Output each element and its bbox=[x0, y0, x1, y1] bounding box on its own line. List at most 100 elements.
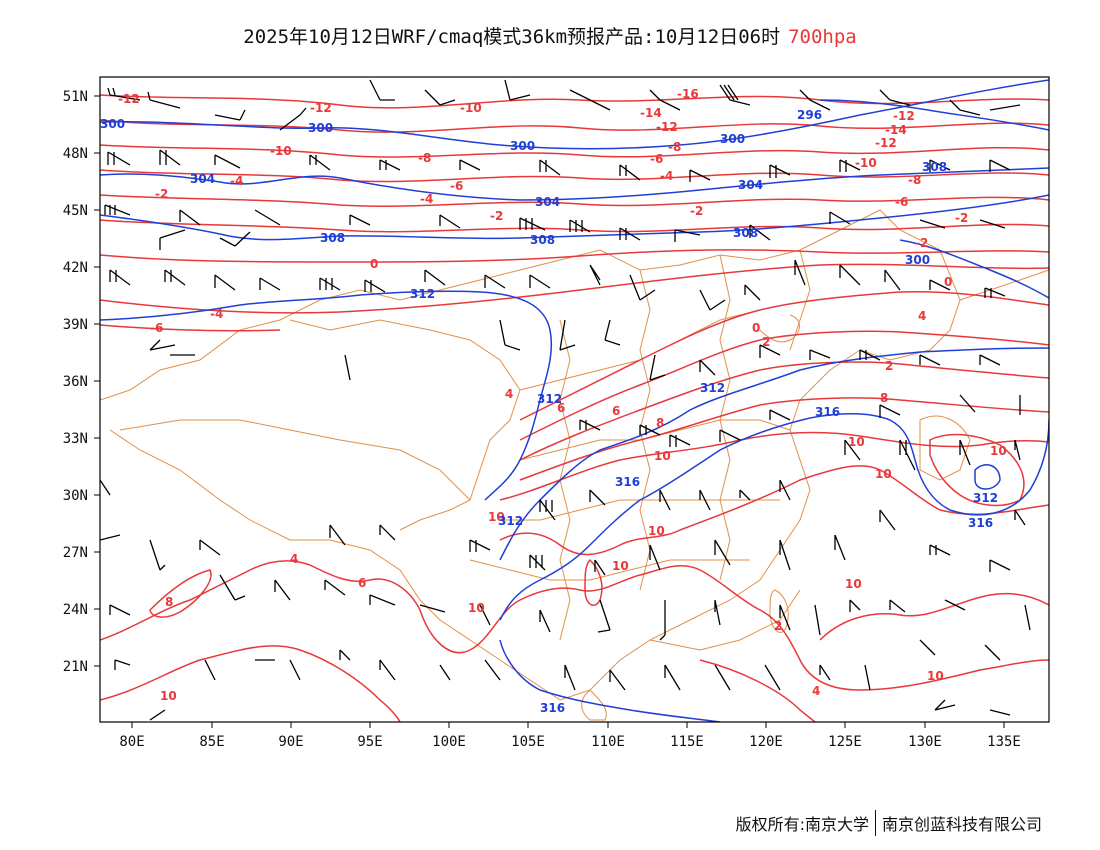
height-label: 308 bbox=[733, 226, 758, 240]
temp-label: -14 bbox=[885, 123, 907, 137]
copyright-company: 南京创蓝科技有限公司 bbox=[881, 815, 1042, 834]
temp-label: -4 bbox=[420, 192, 433, 206]
temp-label: -8 bbox=[418, 151, 431, 165]
lon-label-135e: 135E bbox=[987, 734, 1021, 750]
temp-label: 2 bbox=[774, 619, 782, 633]
temp-label: 4 bbox=[918, 309, 926, 323]
temp-label: 10 bbox=[848, 435, 865, 449]
temp-label: -10 bbox=[270, 144, 292, 158]
temp-label: -4 bbox=[210, 307, 223, 321]
temp-label: -6 bbox=[650, 152, 663, 166]
temp-label: -2 bbox=[915, 236, 928, 250]
height-label: 312 bbox=[498, 514, 523, 528]
height-label: 316 bbox=[540, 701, 565, 715]
lon-label-105e: 105E bbox=[511, 734, 545, 750]
lat-axis bbox=[94, 95, 100, 667]
temp-label: 4 bbox=[812, 684, 820, 698]
title-text: 2025年10月12日WRF/cmaq模式36km预报产品:10月12日06时 bbox=[243, 26, 781, 48]
lat-label-33n: 33N bbox=[63, 431, 88, 447]
temp-label: 10 bbox=[845, 577, 862, 591]
height-label: 304 bbox=[190, 172, 215, 186]
temp-label: -10 bbox=[855, 156, 877, 170]
lon-label-100e: 100E bbox=[432, 734, 466, 750]
temp-label: -6 bbox=[150, 321, 163, 335]
temp-label: 10 bbox=[468, 601, 485, 615]
temperature-labels: -12 -10 -12 -10 -8 -14 -12 -8 -6 -4 -2 0… bbox=[118, 87, 1007, 703]
height-contours bbox=[100, 79, 1049, 722]
height-label: 300 bbox=[905, 253, 930, 267]
lat-label-45n: 45N bbox=[63, 203, 88, 219]
height-label: 316 bbox=[815, 405, 840, 419]
height-label: 316 bbox=[968, 516, 993, 530]
temp-label: -8 bbox=[908, 173, 921, 187]
temp-label: -4 bbox=[660, 169, 673, 183]
temp-label: -12 bbox=[875, 136, 897, 150]
temp-label: -12 bbox=[310, 101, 332, 115]
temp-label: 10 bbox=[160, 689, 177, 703]
wind-barbs bbox=[100, 79, 1031, 721]
temp-label: -4 bbox=[230, 174, 243, 188]
height-label: 304 bbox=[535, 195, 560, 209]
copyright-owner: 版权所有:南京大学 bbox=[735, 815, 869, 834]
temp-label: 6 bbox=[557, 401, 565, 415]
temp-label: -2 bbox=[955, 211, 968, 225]
lat-label-30n: 30N bbox=[63, 488, 88, 504]
temp-label: -14 bbox=[640, 106, 662, 120]
lon-label-80e: 80E bbox=[119, 734, 144, 750]
lon-label-95e: 95E bbox=[357, 734, 382, 750]
lat-label-36n: 36N bbox=[63, 374, 88, 390]
boundary-lines bbox=[100, 209, 1049, 721]
lat-label-24n: 24N bbox=[63, 602, 88, 618]
temperature-contours bbox=[100, 94, 1049, 722]
height-label: 300 bbox=[720, 132, 745, 146]
lon-label-125e: 125E bbox=[828, 734, 862, 750]
temp-label: -16 bbox=[677, 87, 699, 101]
temp-label: 8 bbox=[656, 416, 664, 430]
temp-label: -10 bbox=[460, 101, 482, 115]
lon-labels: 80E 85E 90E 95E 100E 105E 110E 115E 120E… bbox=[119, 734, 1021, 750]
lat-label-51n: 51N bbox=[63, 89, 88, 105]
temp-label: 4 bbox=[290, 552, 298, 566]
temp-label: -6 bbox=[895, 195, 908, 209]
height-label: 304 bbox=[738, 178, 763, 192]
lon-label-130e: 130E bbox=[908, 734, 942, 750]
lon-axis bbox=[131, 722, 1005, 728]
temp-label: 10 bbox=[488, 510, 505, 524]
lon-label-85e: 85E bbox=[199, 734, 224, 750]
lat-labels: 51N 48N 45N 42N 39N 36N 33N 30N 27N 24N … bbox=[63, 89, 88, 675]
temp-label: -12 bbox=[893, 109, 915, 123]
lon-label-120e: 120E bbox=[749, 734, 783, 750]
temp-label: 8 bbox=[880, 391, 888, 405]
temp-label: 0 bbox=[944, 275, 952, 289]
temp-label: 0 bbox=[370, 257, 378, 271]
height-label: 312 bbox=[410, 287, 435, 301]
temp-label: 10 bbox=[990, 444, 1007, 458]
temp-label: 8 bbox=[165, 595, 173, 609]
temp-label: 10 bbox=[875, 467, 892, 481]
temp-label: 6 bbox=[358, 576, 366, 590]
pressure-level: 700hpa bbox=[788, 26, 857, 48]
temp-label: 4 bbox=[505, 387, 513, 401]
height-label: 296 bbox=[797, 108, 822, 122]
lon-label-90e: 90E bbox=[278, 734, 303, 750]
temp-label: -6 bbox=[450, 179, 463, 193]
lat-label-21n: 21N bbox=[63, 659, 88, 675]
height-label: 308 bbox=[922, 160, 947, 174]
map-frame bbox=[99, 76, 1050, 723]
lat-label-39n: 39N bbox=[63, 317, 88, 333]
temp-label: 10 bbox=[654, 449, 671, 463]
temp-label: -12 bbox=[118, 92, 140, 106]
height-label: 300 bbox=[100, 117, 125, 131]
temp-label: 2 bbox=[885, 359, 893, 373]
height-label: 316 bbox=[615, 475, 640, 489]
temp-label: 2 bbox=[762, 335, 770, 349]
temp-label: -8 bbox=[668, 140, 681, 154]
temp-label: -2 bbox=[490, 209, 503, 223]
lat-label-42n: 42N bbox=[63, 260, 88, 276]
height-labels: 300 300 304 300 308 304 308 308 312 312 … bbox=[100, 108, 998, 715]
lat-label-48n: 48N bbox=[63, 146, 88, 162]
lon-label-110e: 110E bbox=[591, 734, 625, 750]
temp-label: 10 bbox=[927, 669, 944, 683]
footer-divider bbox=[874, 810, 876, 836]
height-label: 312 bbox=[973, 491, 998, 505]
